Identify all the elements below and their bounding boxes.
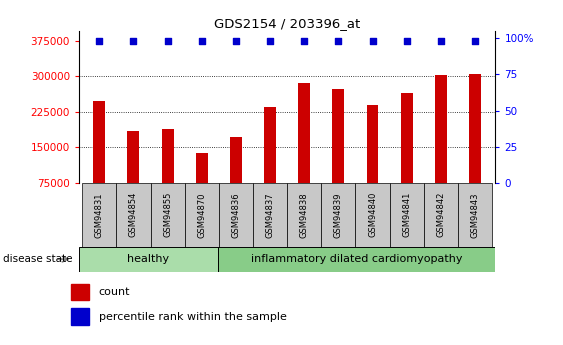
Point [266,39,275,44]
Point [95,39,104,44]
Bar [332,89,345,218]
Bar [321,183,355,247]
Bar [127,131,140,218]
Text: count: count [99,287,130,297]
Bar [458,183,492,247]
Text: GSM94839: GSM94839 [334,192,343,237]
Bar [117,183,150,247]
Bar [287,183,321,247]
Point [436,39,445,44]
Title: GDS2154 / 203396_at: GDS2154 / 203396_at [214,17,360,30]
Bar [93,101,105,218]
Text: inflammatory dilated cardiomyopathy: inflammatory dilated cardiomyopathy [251,254,462,264]
Bar [424,183,458,247]
Bar [367,105,378,218]
Bar [435,75,447,218]
Text: GSM94843: GSM94843 [471,192,480,237]
Bar [82,183,117,247]
Bar [355,183,390,247]
Text: healthy: healthy [127,254,169,264]
Point [197,39,206,44]
Text: GSM94838: GSM94838 [300,192,309,238]
Text: GSM94855: GSM94855 [163,192,172,237]
Text: GSM94854: GSM94854 [129,192,138,237]
Point [334,39,343,44]
Bar [162,129,173,218]
Point [471,39,480,44]
Text: GSM94870: GSM94870 [197,192,206,237]
Point [368,39,377,44]
Bar [196,153,208,218]
Point [402,39,411,44]
Text: disease state: disease state [3,254,72,264]
Text: GSM94842: GSM94842 [436,192,445,237]
Bar [230,137,242,218]
Bar [185,183,219,247]
Bar [150,183,185,247]
Point [129,39,138,44]
Bar [469,74,481,218]
Bar [79,247,218,272]
Bar [264,107,276,218]
Text: GSM94841: GSM94841 [402,192,411,237]
Bar [219,183,253,247]
Text: GSM94837: GSM94837 [266,192,275,238]
Text: percentile rank within the sample: percentile rank within the sample [99,312,287,322]
Text: GSM94840: GSM94840 [368,192,377,237]
Text: GSM94836: GSM94836 [231,192,240,238]
Bar [298,83,310,218]
Bar [390,183,424,247]
Bar [218,247,495,272]
Bar [253,183,287,247]
Point [231,39,240,44]
Point [300,39,309,44]
Bar [71,308,89,325]
Bar [401,93,413,218]
Point [163,39,172,44]
Bar [71,284,89,300]
Text: GSM94831: GSM94831 [95,192,104,237]
